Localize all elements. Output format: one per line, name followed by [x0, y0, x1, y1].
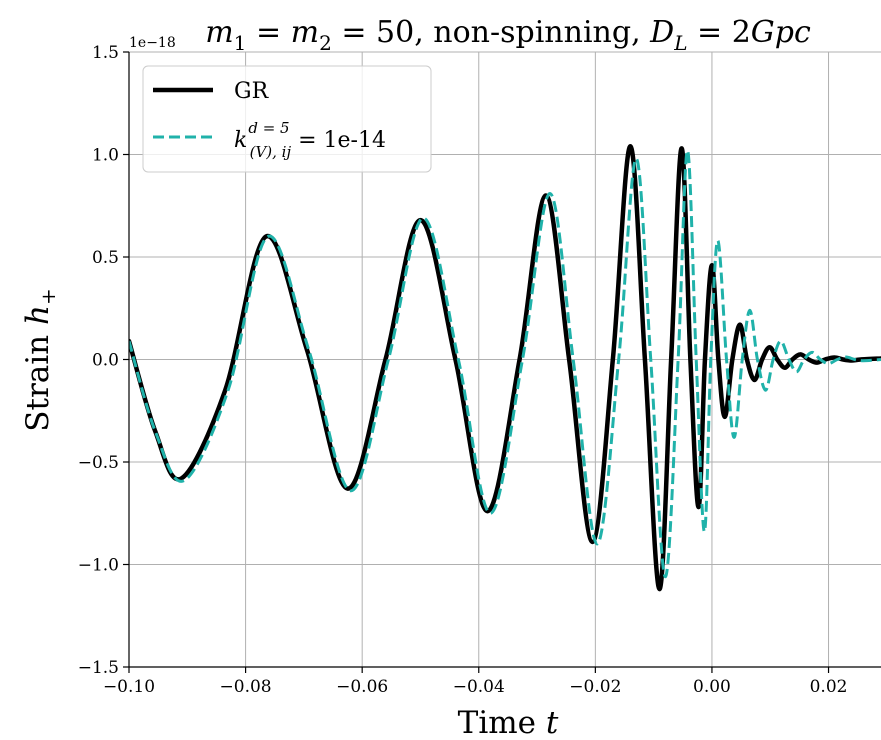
y-tick-label: 0.5: [92, 248, 119, 268]
legend-box: [142, 65, 432, 173]
y-tick-label: 1.5: [92, 43, 119, 63]
x-tick-label: −0.02: [569, 677, 621, 697]
y-axis-label: Strain h+: [20, 288, 60, 431]
y-tick-label: 0.0: [92, 351, 119, 371]
series-line-gr: [129, 144, 881, 592]
x-tick-label: 0.02: [810, 677, 848, 697]
chart-title: m1 = m2 = 50, non-spinning, DL = 2Gpc: [205, 15, 811, 55]
x-axis-label: Time t: [458, 705, 559, 740]
x-ticks: −0.10 −0.08 −0.06 −0.04 −0.02 0.00 0.02: [103, 667, 848, 697]
legend-gr-label: GR: [234, 79, 270, 104]
y-offset-text: 1e−18: [129, 35, 176, 51]
y-tick-label: 1.0: [92, 146, 119, 166]
y-tick-label: −1.0: [78, 556, 119, 576]
x-tick-label: −0.10: [103, 677, 155, 697]
y-tick-label: −0.5: [78, 453, 119, 473]
series-line-kv: [129, 148, 881, 579]
x-tick-label: 0.00: [693, 677, 731, 697]
legend-kv-label: kd = 5 (V), ij = 1e-14: [234, 119, 386, 161]
x-tick-label: −0.06: [336, 677, 388, 697]
series-layer: [129, 144, 881, 592]
y-ticks: −1.5 −1.0 −0.5 0.0 0.5 1.0 1.5: [78, 43, 129, 678]
x-tick-label: −0.08: [220, 677, 272, 697]
y-tick-label: −1.5: [78, 658, 119, 678]
legend: GR kd = 5 (V), ij = 1e-14: [142, 65, 432, 173]
x-tick-label: −0.04: [453, 677, 505, 697]
